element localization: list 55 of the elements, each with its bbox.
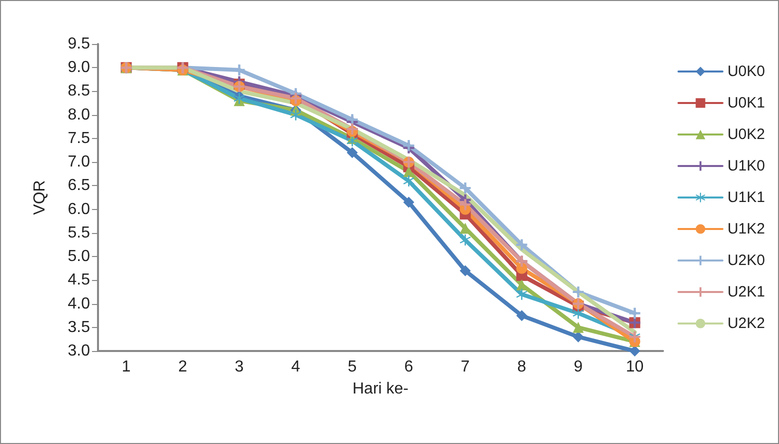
point — [629, 346, 640, 356]
y-tick-label: 8.5 — [68, 82, 90, 100]
point — [403, 175, 414, 186]
point — [572, 322, 584, 333]
x-axis-title: Hari ke- — [352, 380, 409, 398]
point — [516, 239, 528, 250]
x-tick-label: 4 — [291, 358, 300, 376]
x-tick-label: 7 — [460, 358, 470, 376]
x-tick-label: 5 — [348, 358, 357, 376]
point — [516, 279, 528, 290]
y-tick-label: 4.5 — [68, 272, 90, 289]
x-tick-label: 8 — [517, 358, 526, 376]
point — [572, 286, 584, 298]
point — [516, 288, 528, 300]
y-tick-label: 3.0 — [68, 342, 90, 360]
y-axis-title: VQR — [32, 180, 48, 215]
y-tick-label: 5.5 — [68, 224, 90, 242]
y-tick-label: 9.0 — [68, 59, 90, 76]
legend-label: U2K1 — [727, 284, 766, 300]
point — [346, 135, 358, 146]
point — [572, 331, 584, 342]
point — [403, 196, 414, 208]
point — [460, 182, 471, 194]
legend-label: U1K2 — [727, 220, 766, 238]
y-tick-label: 5.0 — [68, 248, 90, 266]
x-tick-label: 2 — [178, 358, 188, 376]
point — [516, 310, 528, 322]
legend-label: U2K2 — [727, 315, 766, 332]
x-tick-label: 10 — [626, 358, 644, 376]
point — [629, 308, 640, 319]
y-tick-label: 6.5 — [68, 177, 90, 194]
x-tick-label: 6 — [404, 358, 414, 376]
legend-label: U1K0 — [727, 158, 766, 174]
x-tick-label: 1 — [122, 358, 131, 376]
y-tick-label: 4.0 — [68, 295, 90, 312]
legend-label: U0K2 — [727, 126, 766, 143]
y-tick-label: 7.5 — [68, 130, 90, 147]
point — [460, 234, 471, 246]
y-tick-label: 7.0 — [68, 154, 90, 171]
y-tick-label: 6.0 — [68, 200, 90, 218]
legend-label: U1K1 — [727, 189, 766, 206]
legend-label: U0K0 — [727, 63, 766, 80]
y-tick-label: 9.5 — [68, 36, 90, 52]
point — [572, 308, 584, 319]
y-tick-label: 3.5 — [68, 318, 90, 336]
legend-label: U2K0 — [727, 252, 766, 269]
point — [460, 199, 471, 210]
point — [460, 265, 471, 276]
point — [346, 147, 358, 158]
x-tick-label: 3 — [234, 358, 244, 376]
x-tick-label: 9 — [574, 358, 583, 376]
y-tick-label: 8.0 — [68, 106, 90, 124]
point — [290, 109, 302, 120]
legend-label: U0K1 — [727, 94, 766, 112]
point — [234, 92, 245, 104]
